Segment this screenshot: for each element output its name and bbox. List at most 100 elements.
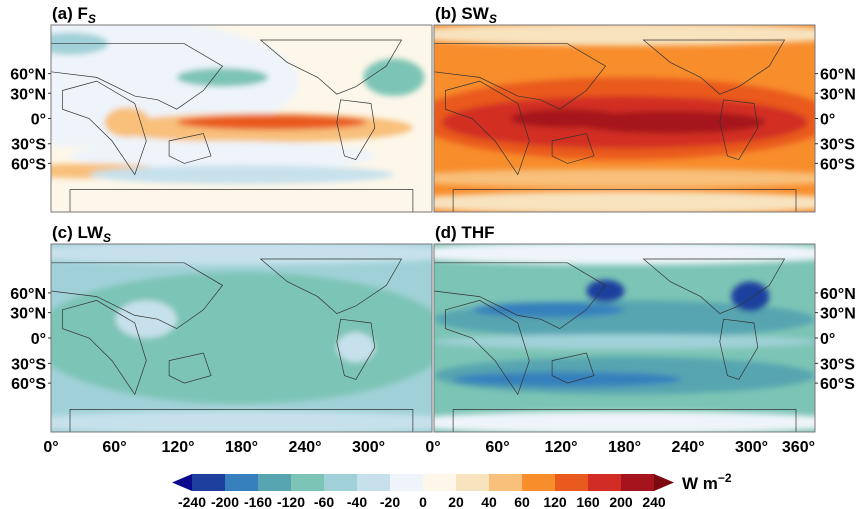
colorbar-tick-label: -20 — [380, 494, 400, 509]
coastline — [452, 409, 797, 432]
lon-tick-label: 300° — [352, 439, 385, 456]
lat-tick-label: 30°N — [820, 86, 856, 103]
lon-tick-label: 240° — [288, 439, 321, 456]
colorbar-extend-low — [172, 474, 192, 491]
coastline — [62, 80, 147, 176]
coastline — [259, 258, 403, 315]
lat-tick-label: 60°N — [820, 67, 856, 84]
map-panel — [434, 244, 815, 432]
field-region — [434, 411, 815, 432]
field-region — [434, 334, 815, 350]
field-region — [586, 279, 625, 303]
field-region — [51, 244, 432, 265]
lat-tick-label: 30°N — [820, 306, 856, 323]
lat-tick-label: 0° — [31, 331, 46, 348]
colorbar-extend-high — [654, 474, 674, 491]
panel-title: (c) LWS — [52, 223, 111, 245]
colorbar-bin — [291, 474, 325, 491]
colorbar-tick-label: -240 — [178, 494, 206, 509]
field-region — [336, 332, 375, 363]
colorbar-tick-label: -200 — [211, 494, 239, 509]
colorbar-tick-label: 40 — [481, 494, 497, 509]
lat-tick-label: 30°S — [820, 137, 855, 154]
colorbar-bin — [555, 474, 589, 491]
lon-tick-label: 240° — [671, 439, 704, 456]
panel-title: (b) SWS — [435, 4, 497, 26]
coastline — [452, 189, 797, 212]
panel-title: (a) FS — [52, 4, 96, 26]
field-region — [510, 109, 625, 128]
map-panel — [434, 25, 815, 212]
field-region — [363, 58, 425, 97]
field-contours — [51, 25, 425, 184]
lon-tick-label: 120° — [544, 439, 577, 456]
field-region — [434, 25, 815, 46]
field-region — [115, 300, 177, 339]
colorbar-tick-label: -120 — [277, 494, 305, 509]
lon-tick-label: 180° — [225, 439, 258, 456]
lat-tick-label: 0° — [820, 331, 835, 348]
colorbar-bin — [456, 474, 490, 491]
colorbar-tick-label: 240 — [642, 494, 666, 509]
colorbar-bin — [258, 474, 292, 491]
field-region — [453, 371, 682, 387]
lat-tick-label: 0° — [31, 112, 46, 129]
field-region — [176, 114, 368, 130]
coastline — [259, 39, 403, 95]
colorbar: -240 -200 -160 -120 -60 -40 -20 0 20 40 60 120 160 20… — [172, 471, 732, 509]
lat-tick-label: 30°S — [11, 137, 46, 154]
lon-tick-label: 360° — [782, 439, 815, 456]
coastline — [62, 300, 147, 396]
lat-tick-label: 60°N — [10, 67, 46, 84]
field-region — [51, 272, 432, 404]
colorbar-bin — [522, 474, 556, 491]
colorbar-bin — [357, 474, 391, 491]
coastline — [551, 352, 595, 384]
colorbar-tick-label: 120 — [543, 494, 567, 509]
coastline — [51, 262, 224, 330]
colorbar-bin — [324, 474, 358, 491]
field-region — [89, 165, 394, 184]
coastline — [434, 43, 607, 110]
lat-tick-label: 30°S — [820, 356, 855, 373]
colorbar-tick-label: 200 — [609, 494, 633, 509]
coastline — [445, 80, 530, 176]
coastline — [642, 39, 786, 95]
colorbar-bin — [390, 474, 424, 491]
lon-tick-label: 0° — [43, 439, 58, 456]
colorbar-unit: W m−2 — [682, 471, 732, 493]
lon-tick-label: 0° — [425, 439, 440, 456]
colorbar-tick-label: 60 — [514, 494, 530, 509]
field-region — [472, 302, 625, 318]
coastline — [445, 300, 530, 396]
coastline — [719, 99, 759, 161]
coastline — [51, 43, 224, 110]
lat-tick-label: 60°S — [820, 156, 855, 173]
field-region — [434, 244, 815, 265]
field-contours — [51, 244, 432, 432]
lat-tick-label: 30°N — [10, 86, 46, 103]
colorbar-bin — [621, 474, 655, 491]
map-panel — [51, 244, 432, 432]
colorbar-tick-label: -40 — [347, 494, 367, 509]
coastline — [69, 409, 414, 432]
field-contours — [434, 244, 815, 432]
field-region — [70, 140, 375, 171]
coastline — [719, 318, 759, 380]
lon-tick-label: 300° — [735, 439, 768, 456]
field-region — [434, 191, 815, 212]
panel-title: (d) THF — [435, 223, 494, 242]
colorbar-bin — [489, 474, 523, 491]
map-panel — [51, 25, 432, 212]
coastline — [551, 133, 595, 164]
colorbar-bin — [588, 474, 622, 491]
lon-tick-label: 60° — [485, 439, 509, 456]
colorbar-bin — [423, 474, 457, 491]
coastline — [336, 318, 376, 380]
lat-tick-label: 0° — [820, 112, 835, 129]
lon-tick-label: 60° — [102, 439, 126, 456]
coastline — [69, 189, 414, 212]
colorbar-tick-label: 0 — [419, 494, 427, 509]
coastline — [642, 258, 786, 315]
